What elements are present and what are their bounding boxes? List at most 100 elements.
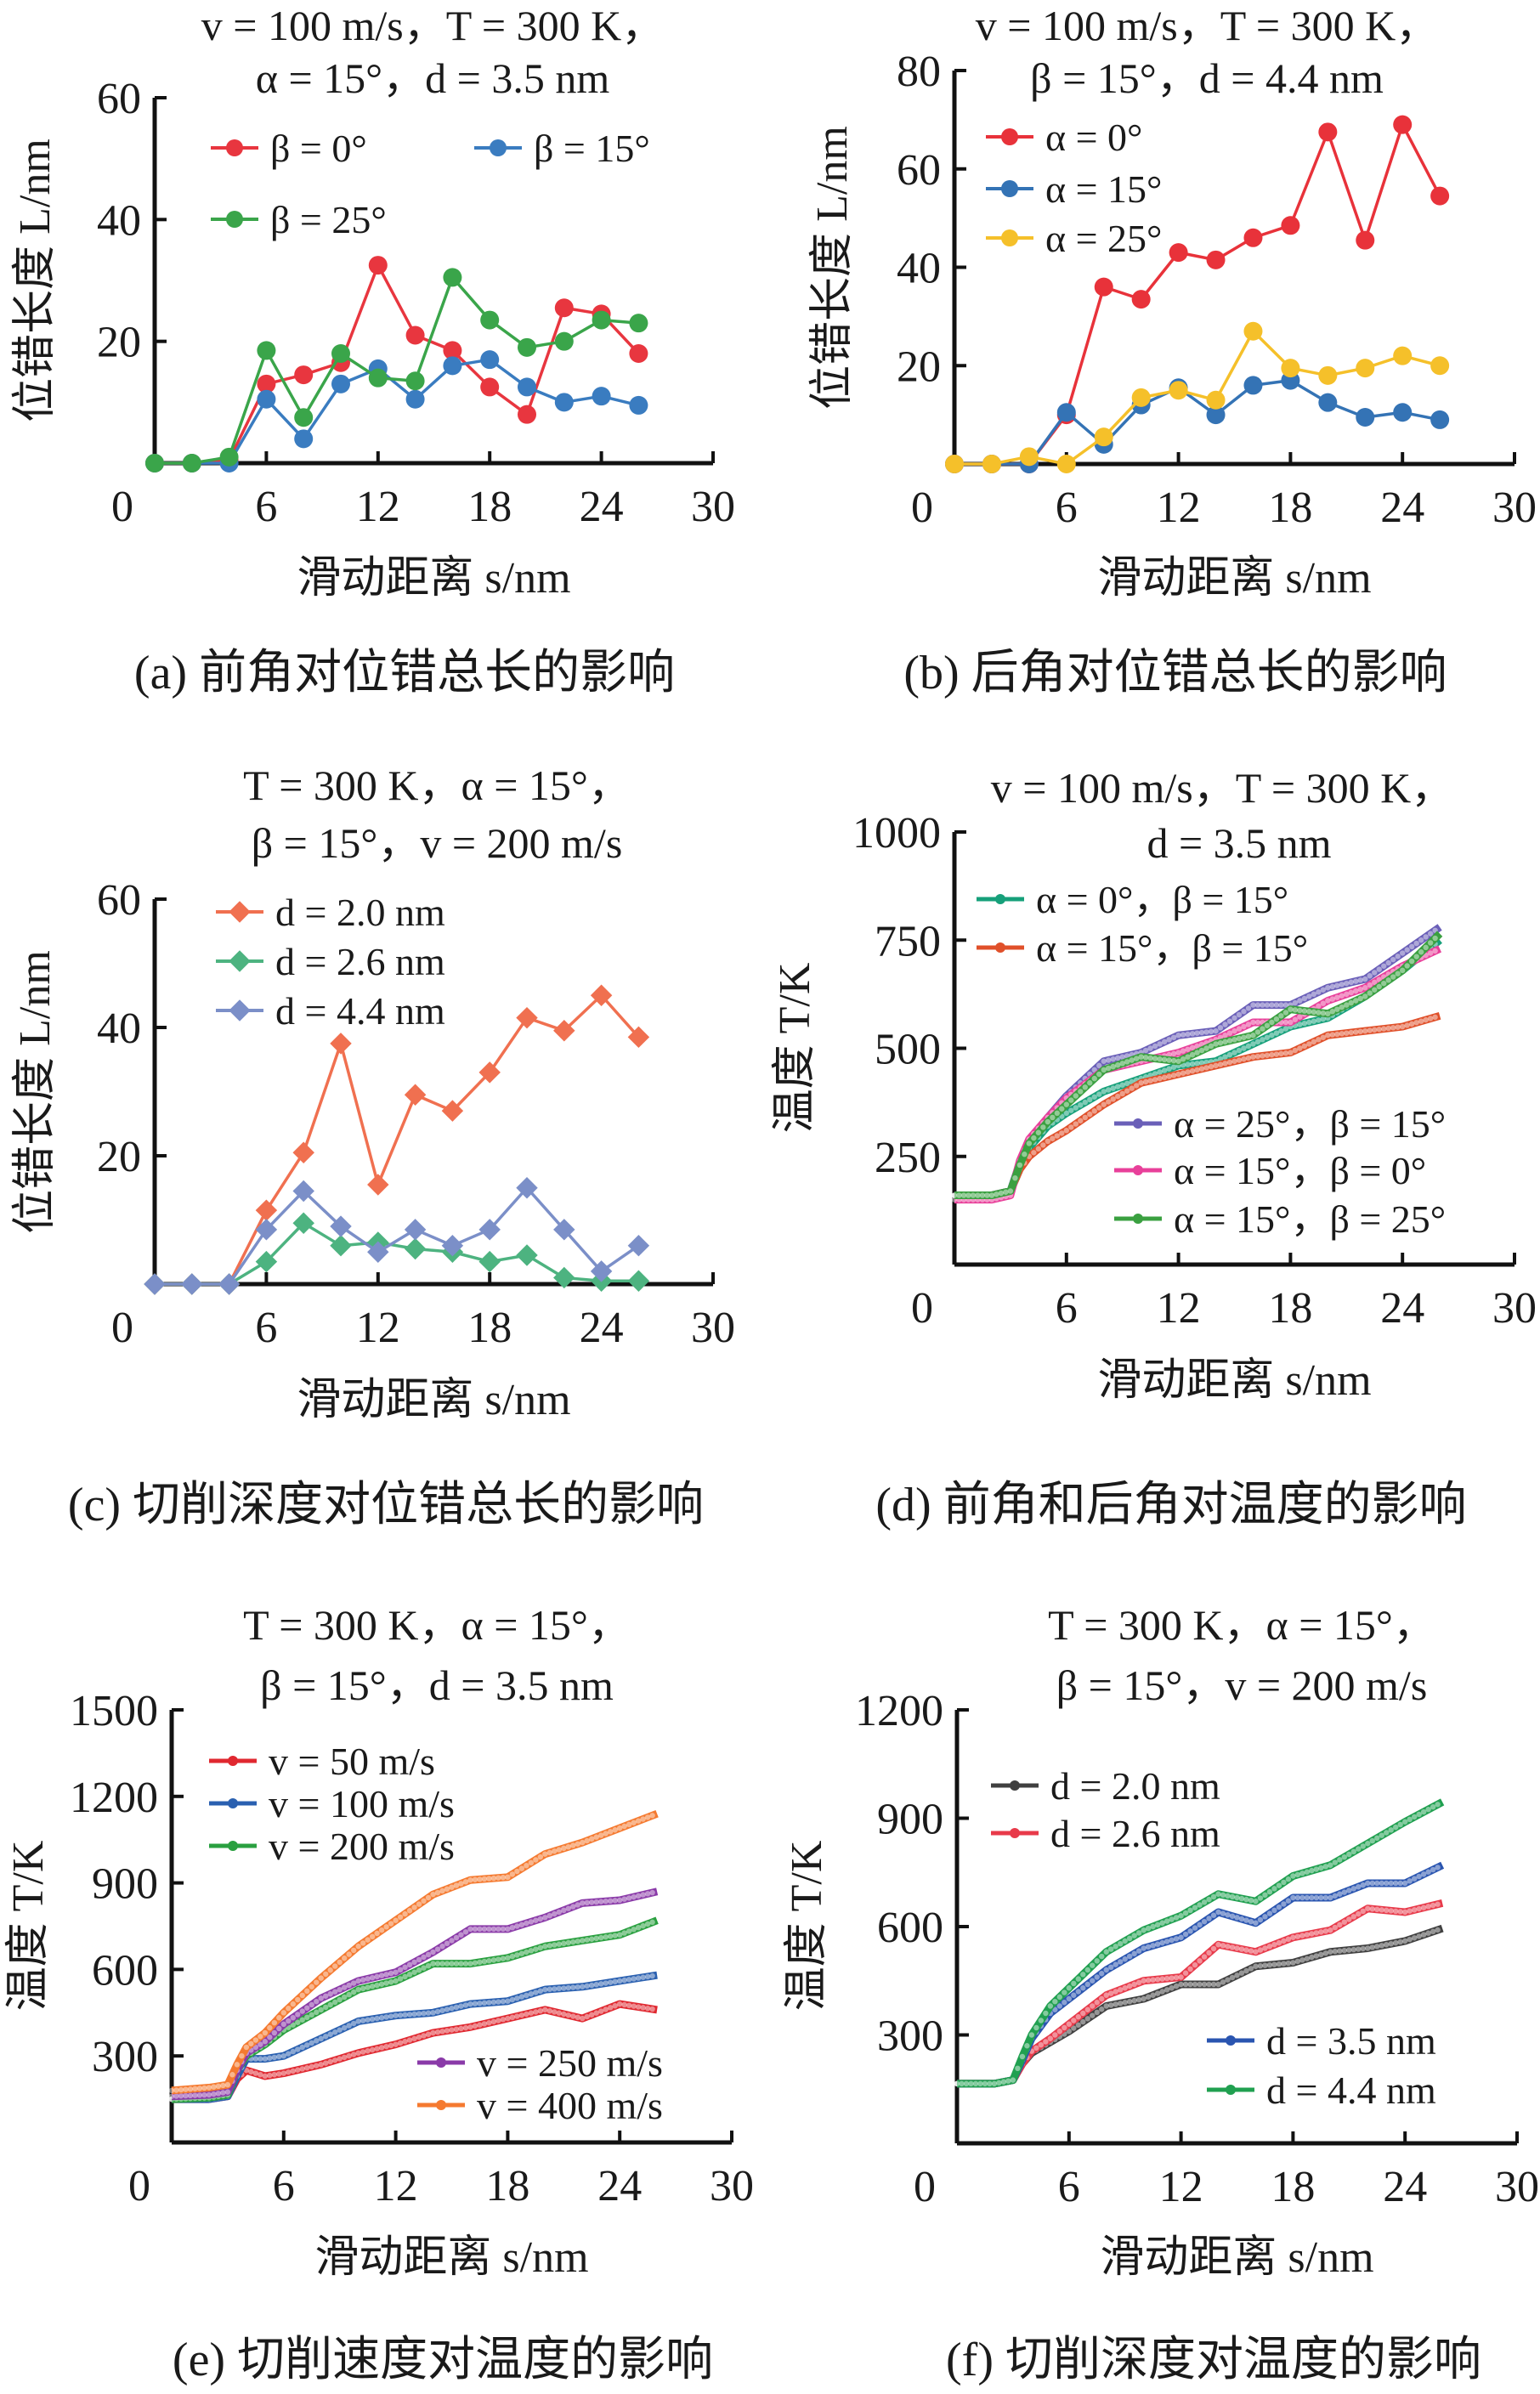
- data-point: [612, 1933, 618, 1938]
- data-point: [472, 1926, 478, 1933]
- data-point: [411, 2035, 417, 2042]
- data-point: [405, 325, 425, 345]
- data-point: [262, 2056, 269, 2062]
- x-tick-label: 6: [1056, 1284, 1078, 1333]
- data-point: [258, 2034, 263, 2040]
- data-point: [1047, 2035, 1054, 2041]
- data-point: [593, 1935, 599, 1942]
- data-point: [1365, 1880, 1371, 1887]
- data-point: [1271, 1907, 1277, 1914]
- data-point: [1278, 1027, 1284, 1034]
- data-point: [453, 1961, 460, 1967]
- data-point: [1178, 1913, 1184, 1919]
- data-point: [486, 2019, 492, 2026]
- data-point: [518, 1921, 525, 1928]
- data-point: [1248, 1918, 1254, 1925]
- data-point: [500, 2017, 507, 2023]
- data-point: [365, 1984, 371, 1990]
- data-point: [631, 2003, 637, 2009]
- data-point: [1292, 1016, 1299, 1022]
- data-point: [1407, 1816, 1413, 1823]
- data-point: [1418, 949, 1424, 955]
- data-point: [1262, 1914, 1268, 1920]
- data-point: [434, 1889, 441, 1896]
- data-point: [1022, 1152, 1028, 1157]
- data-point: [561, 1845, 567, 1852]
- data-point: [477, 2022, 483, 2028]
- data-point: [299, 2066, 305, 2072]
- x-tick-label: 30: [1492, 484, 1537, 532]
- data-point: [1400, 1023, 1406, 1030]
- legend-entry: d = 2.0 nm: [991, 1764, 1220, 1808]
- data-point: [397, 1914, 404, 1921]
- data-point: [1043, 2010, 1049, 2017]
- data-point: [1341, 1854, 1348, 1860]
- data-point: [1150, 1977, 1156, 1983]
- data-point: [1198, 1066, 1205, 1072]
- data-point: [393, 1978, 399, 1984]
- data-point: [1198, 1047, 1205, 1054]
- data-point: [255, 1199, 278, 1221]
- data-point: [1304, 1894, 1311, 1901]
- chart-caption: (c) 切削深度对位错总长的影响: [68, 1479, 704, 1531]
- data-point: [1152, 1077, 1158, 1083]
- data-point: [1294, 1933, 1301, 1939]
- data-point: [518, 2012, 525, 2018]
- data-point: [378, 2045, 385, 2051]
- data-point: [629, 314, 648, 333]
- data-point: [1339, 1004, 1345, 1010]
- data-point: [1131, 1933, 1137, 1938]
- data-point: [1290, 1894, 1296, 1901]
- data-point: [1141, 1995, 1147, 2002]
- data-point: [299, 2017, 305, 2023]
- data-point: [528, 2010, 535, 2016]
- data-point: [1384, 1942, 1390, 1948]
- data-point: [1159, 1920, 1165, 1926]
- data-point: [500, 1926, 507, 1933]
- data-point: [1038, 2018, 1045, 2023]
- data-point: [982, 455, 1001, 473]
- data-point: [1316, 1037, 1322, 1043]
- series-line: [954, 931, 1443, 1200]
- data-point: [1091, 1094, 1097, 1100]
- data-point: [368, 368, 388, 388]
- chart-caption: (f) 切削深度对温度的影响: [946, 2334, 1481, 2386]
- data-point: [1124, 1080, 1130, 1087]
- x-tick-label: 18: [1271, 2163, 1315, 2211]
- data-point: [1166, 1066, 1172, 1072]
- data-point: [196, 2086, 203, 2091]
- legend-marker: [995, 942, 1005, 953]
- data-point: [1094, 1974, 1100, 1980]
- data-point: [290, 2001, 296, 2007]
- data-point: [959, 2080, 965, 2087]
- data-point: [509, 1953, 516, 1960]
- data-point: [1365, 1841, 1371, 1847]
- data-point: [1078, 1118, 1084, 1123]
- data-point: [1328, 1949, 1333, 1955]
- data-point: [404, 1237, 427, 1260]
- data-point: [458, 1961, 464, 1967]
- data-point: [1124, 1088, 1130, 1094]
- legend-label: d = 4.4 nm: [275, 989, 445, 1033]
- data-point: [1154, 1921, 1161, 1928]
- data-point: [584, 1899, 590, 1906]
- data-point: [649, 1919, 655, 1926]
- data-point: [1066, 1995, 1073, 2002]
- data-point: [1063, 1101, 1070, 1107]
- data-point: [388, 1970, 394, 1977]
- data-point: [1430, 356, 1450, 376]
- legend-marker: [490, 139, 507, 156]
- data-point: [369, 1974, 376, 1981]
- data-point: [168, 2093, 175, 2099]
- legend-entry: β = 0°: [211, 127, 367, 170]
- data-point: [1222, 1039, 1228, 1045]
- data-point: [589, 1982, 595, 1989]
- data-point: [509, 2014, 516, 2021]
- data-point: [402, 1964, 408, 1971]
- chart-caption: (e) 切削速度对温度的影响: [173, 2334, 713, 2386]
- data-point: [1075, 2014, 1081, 2020]
- data-point: [1203, 1029, 1209, 1035]
- data-point: [1226, 1038, 1233, 1044]
- data-point: [1175, 1071, 1181, 1078]
- data-point: [397, 2012, 404, 2018]
